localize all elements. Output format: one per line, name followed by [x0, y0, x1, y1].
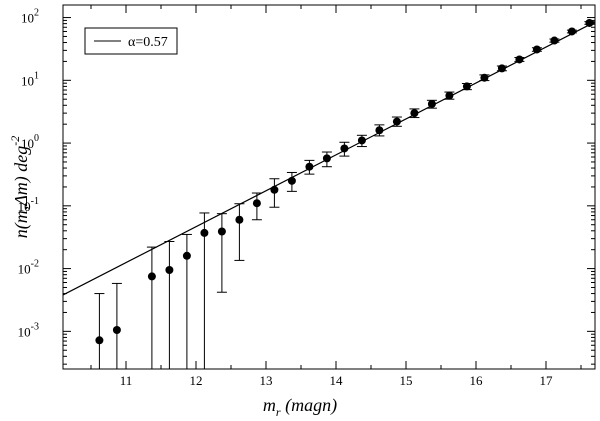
x-tick-label: 17: [540, 373, 554, 388]
x-tick-label: 11: [120, 373, 133, 388]
data-point: [252, 199, 261, 208]
data-point: [497, 64, 506, 73]
y-tick-label: 100: [21, 133, 39, 151]
data-point: [445, 91, 454, 100]
data-point: [550, 36, 559, 45]
error-bar: [94, 293, 105, 369]
data-point: [322, 154, 331, 163]
y-tick-label: 10-2: [18, 259, 39, 277]
data-point: [182, 251, 191, 260]
data-point: [147, 272, 156, 281]
data-point: [217, 227, 226, 236]
error-bar-layer: [94, 21, 595, 369]
plot-frame: [62, 4, 596, 370]
error-bar: [164, 241, 175, 369]
legend: α=0.57: [84, 27, 178, 55]
legend-entry-fit: α=0.57: [128, 35, 168, 50]
error-bar: [199, 212, 210, 369]
data-point: [235, 215, 244, 224]
data-point: [340, 144, 349, 153]
data-point: [392, 117, 401, 126]
data-point: [515, 55, 524, 64]
x-tick-label: 15: [400, 373, 413, 388]
data-point: [200, 228, 209, 237]
data-point-layer: [95, 18, 594, 345]
y-tick-label: 102: [21, 8, 39, 26]
data-point: [165, 265, 174, 274]
data-point: [375, 126, 384, 135]
data-point: [357, 136, 366, 145]
data-point: [112, 326, 121, 335]
data-point: [585, 18, 594, 27]
data-point: [462, 82, 471, 91]
data-point: [305, 162, 314, 171]
y-tick-label: 10-1: [18, 196, 39, 214]
x-tick-label: 12: [190, 373, 203, 388]
data-point: [427, 99, 436, 108]
error-bar: [146, 246, 157, 369]
x-tick-label: 13: [260, 373, 273, 388]
error-bar: [216, 213, 227, 293]
data-point: [532, 45, 541, 54]
x-axis-ticks: 11 12 13 14 15 16 17: [90, 5, 582, 388]
y-axis-title: n(m,Δm) deg-2: [8, 136, 32, 239]
data-point: [480, 73, 489, 82]
x-axis-title: mr (magn): [263, 395, 337, 419]
data-point: [270, 185, 279, 194]
x-tick-label: 16: [470, 373, 484, 388]
error-bar: [234, 203, 245, 261]
y-tick-label: 101: [21, 70, 39, 88]
y-axis-ticks: 10-3 10-2 10-1 100 101 102: [18, 8, 595, 365]
data-point: [95, 336, 104, 345]
y-tick-label: 10-3: [18, 321, 39, 339]
data-point: [567, 27, 576, 36]
data-point: [410, 109, 419, 118]
data-point: [287, 176, 296, 185]
x-tick-label: 14: [330, 373, 344, 388]
